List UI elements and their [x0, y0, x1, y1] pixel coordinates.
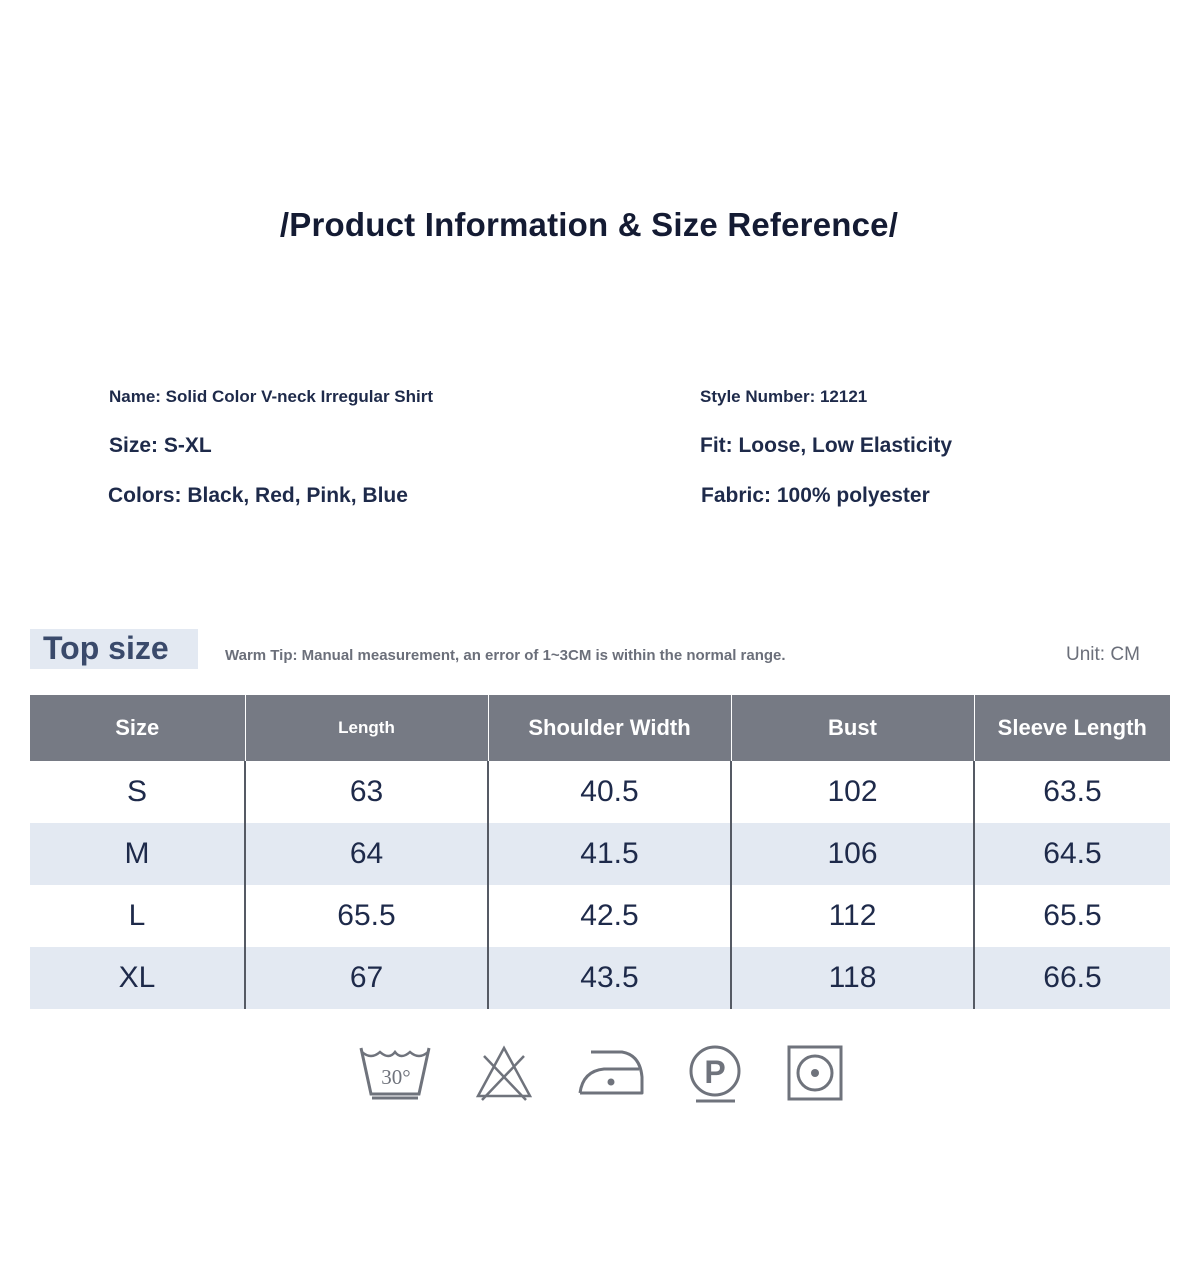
- cell-shoulder-width: 41.5: [487, 823, 731, 885]
- table-row: M 64 41.5 106 64.5: [30, 823, 1170, 885]
- cell-bust: 106: [730, 823, 974, 885]
- header-length: Length: [244, 695, 488, 761]
- dry-clean-label: P: [704, 1054, 725, 1090]
- style-number: Style Number: 12121: [700, 387, 868, 406]
- cell-length: 67: [244, 947, 488, 1009]
- cell-sleeve-length: 63.5: [973, 761, 1170, 823]
- header-shoulder-width: Shoulder Width: [487, 695, 731, 761]
- cell-length: 63: [244, 761, 488, 823]
- unit-label: Unit: CM: [1066, 644, 1140, 665]
- cell-shoulder-width: 43.5: [487, 947, 731, 1009]
- tumble-dry-icon: [787, 1045, 845, 1103]
- header-bust: Bust: [730, 695, 974, 761]
- iron-low-icon: [577, 1049, 645, 1097]
- no-bleach-icon: [475, 1044, 533, 1102]
- cell-bust: 112: [730, 885, 974, 947]
- cell-size: S: [126, 775, 147, 808]
- fit-info: Fit: Loose, Low Elasticity: [700, 434, 953, 457]
- cell-sleeve-length: 65.5: [973, 885, 1170, 947]
- table-header-row: Size Length Shoulder Width Bust Sleeve L…: [30, 695, 1170, 761]
- size-section-heading: Top size: [30, 629, 198, 669]
- header-sleeve-length: Sleeve Length: [973, 695, 1170, 761]
- cell-size: L: [128, 899, 146, 932]
- table-row: S 63 40.5 102 63.5: [30, 761, 1170, 823]
- dry-clean-p-icon: P: [688, 1044, 744, 1104]
- cell-sleeve-length: 64.5: [973, 823, 1170, 885]
- table-row: XL 67 43.5 118 66.5: [30, 947, 1170, 1009]
- page-title: /Product Information & Size Reference/: [279, 206, 899, 243]
- colors-info: Colors: Black, Red, Pink, Blue: [108, 484, 408, 507]
- fabric-info: Fabric: 100% polyester: [701, 484, 930, 507]
- cell-size: M: [30, 823, 245, 885]
- cell-bust: 118: [730, 947, 974, 1009]
- wash-temp-label: 30°: [381, 1065, 410, 1089]
- table-row: L 65.5 42.5 112 65.5: [30, 885, 1170, 947]
- product-name: Name: Solid Color V-neck Irregular Shirt: [109, 387, 434, 406]
- cell-length: 65.5: [244, 885, 488, 947]
- size-table: Size Length Shoulder Width Bust Sleeve L…: [30, 695, 1170, 1009]
- cell-bust: 102: [730, 761, 974, 823]
- wash-30-icon: 30°: [358, 1044, 432, 1100]
- size-range: Size: S-XL: [109, 434, 212, 457]
- cell-size: XL: [30, 947, 245, 1009]
- cell-shoulder-width: 42.5: [487, 885, 731, 947]
- warm-tip: Warm Tip: Manual measurement, an error o…: [225, 647, 786, 664]
- cell-length: 64: [244, 823, 488, 885]
- cell-sleeve-length: 66.5: [973, 947, 1170, 1009]
- header-size: Size: [30, 695, 245, 761]
- cell-shoulder-width: 40.5: [487, 761, 731, 823]
